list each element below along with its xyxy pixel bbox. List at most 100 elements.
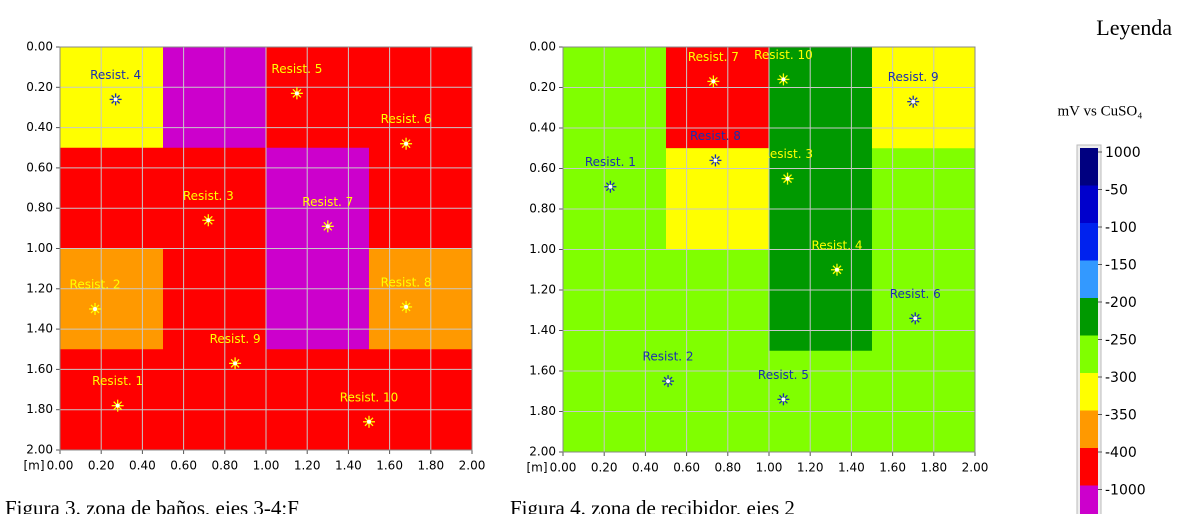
point-center [113, 97, 118, 102]
x-tick-label: 0.20 [591, 461, 618, 475]
point-label: Resist. 9 [888, 70, 939, 84]
point-label: Resist. 5 [758, 368, 809, 382]
y-tick-label: 1.80 [529, 404, 556, 418]
point-center [666, 379, 671, 384]
point [400, 137, 413, 150]
legend-unit: mV vs CuSO₄ [1058, 103, 1143, 119]
point-label: Resist. 4 [811, 238, 862, 252]
figure-caption: Figura 3. zona de baños, ejes 3-4;F [5, 496, 299, 514]
point-label: Resist. 4 [90, 68, 141, 82]
legend-swatch [1080, 260, 1098, 298]
point-label: Resist. 2 [643, 350, 694, 364]
point-label: Resist. 8 [381, 275, 432, 289]
legend-label: -400 [1105, 445, 1137, 461]
legend-swatch [1080, 410, 1098, 448]
point-label: Resist. 1 [585, 155, 636, 169]
plot-frame [562, 46, 976, 453]
point-label: Resist. 10 [754, 48, 813, 62]
point-label: Resist. 5 [271, 62, 322, 76]
point [707, 75, 720, 88]
y-tick-label: 0.80 [26, 201, 53, 215]
x-axis-label: [m] [23, 459, 44, 473]
point-label: Resist. 7 [688, 50, 739, 64]
y-tick-label: 1.20 [26, 281, 53, 295]
legend-swatch [1080, 485, 1098, 514]
point-center [785, 176, 790, 181]
x-axis-label: [m] [526, 461, 547, 475]
x-tick-label: 0.40 [129, 459, 156, 473]
point [111, 399, 124, 412]
legend-swatch [1080, 298, 1098, 336]
point-label: Resist. 2 [70, 277, 121, 291]
y-tick-label: 0.40 [529, 121, 556, 135]
y-tick-label: 0.40 [26, 120, 53, 134]
legend-title: Leyenda [1096, 15, 1172, 40]
x-tick-label: 1.80 [417, 459, 444, 473]
point-center [911, 99, 916, 104]
legend-label: -100 [1105, 220, 1137, 236]
point-center [206, 218, 211, 223]
zone [666, 148, 769, 250]
zone [872, 47, 975, 149]
x-tick-label: 0.80 [714, 461, 741, 475]
x-tick-label: 1.40 [838, 461, 865, 475]
point-label: Resist. 7 [302, 195, 353, 209]
point [781, 172, 794, 185]
x-tick-label: 0.60 [673, 461, 700, 475]
y-tick-label: 1.00 [529, 242, 556, 256]
y-tick-label: 1.60 [529, 364, 556, 378]
point-center [834, 267, 839, 272]
x-tick-label: 2.00 [962, 461, 989, 475]
x-tick-label: 0.60 [170, 459, 197, 473]
point-label: Resist. 6 [890, 287, 941, 301]
x-tick-label: 0.40 [632, 461, 659, 475]
point [909, 312, 922, 325]
zone [369, 248, 472, 350]
point [830, 263, 843, 276]
y-tick-label: 0.80 [529, 202, 556, 216]
y-tick-label: 2.00 [529, 445, 556, 459]
point-center [115, 403, 120, 408]
x-tick-label: 1.00 [253, 459, 280, 473]
point [290, 87, 303, 100]
plot-frame [59, 46, 473, 451]
point [321, 220, 334, 233]
y-tick-label: 1.40 [26, 322, 53, 336]
point-center [367, 419, 371, 424]
point-label: Resist. 6 [381, 112, 432, 126]
y-tick-label: 1.60 [26, 362, 53, 376]
chart: 0.00 0.20 0.40 0.60 0.80 1.00 1.20 1.40 1.60 1.80… [510, 40, 988, 514]
point-center [404, 141, 409, 146]
x-tick-label: 1.00 [756, 461, 783, 475]
point-label: Resist. 8 [690, 129, 741, 143]
x-tick-label: 0.00 [47, 459, 74, 473]
figure-caption: Figura 4. zona de recibidor, ejes 2 [510, 496, 795, 514]
legend-label: -1000 [1105, 483, 1146, 499]
x-tick-label: 1.20 [797, 461, 824, 475]
legend-label: 1000 [1105, 145, 1141, 161]
y-tick-label: 1.20 [529, 283, 556, 297]
point-label: Resist. 10 [340, 390, 399, 404]
y-tick-label: 0.20 [26, 80, 53, 94]
y-tick-label: 2.00 [26, 443, 53, 457]
zone [60, 47, 163, 148]
chart: 0.00 0.20 0.40 0.60 0.80 1.00 1.20 1.40 1.60 1.80… [5, 40, 485, 514]
point-center [404, 304, 409, 309]
y-tick-label: 1.80 [26, 402, 53, 416]
x-tick-label: 0.20 [88, 459, 115, 473]
y-tick-label: 1.00 [26, 241, 53, 255]
legend-swatch [1080, 448, 1098, 486]
point [229, 357, 242, 370]
point [89, 302, 102, 315]
x-tick-label: 0.00 [550, 461, 577, 475]
legend-label: -150 [1105, 258, 1137, 274]
point-center [781, 77, 786, 82]
legend-label: -200 [1105, 295, 1137, 311]
legend-swatch [1080, 148, 1098, 186]
point [109, 93, 122, 106]
point-center [93, 306, 98, 311]
legend-swatch [1080, 185, 1098, 223]
y-tick-label: 0.00 [529, 40, 556, 54]
point-label: Resist. 9 [210, 332, 261, 346]
